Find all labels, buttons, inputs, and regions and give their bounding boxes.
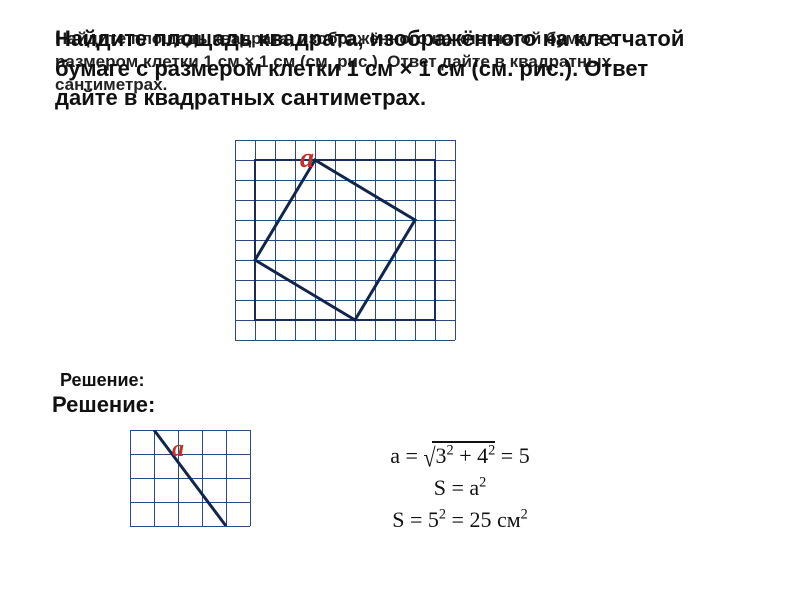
sqrt-radicand: 32 + 42 [436,443,496,468]
grid-line-h [130,526,250,527]
rotated-square [255,160,415,320]
grid-line-v [250,430,251,526]
formula-line1-prefix: a = [390,443,423,468]
solution-label-base: Решение: [60,370,145,391]
grid-line-v [455,140,456,340]
small-grid [130,430,250,526]
grid-line-h [235,340,455,341]
formula-line-3: S = 52 = 25 см2 [330,504,590,536]
formula-line-2: S = a2 [330,472,590,504]
sqrt-content: 32 + 42 [432,440,496,472]
side-label-a-small: а [172,436,184,463]
formula-block: a = √32 + 42 = 5 S = a2 S = 52 = 25 см2 [330,440,590,536]
sqrt-vinculum [432,441,496,443]
formula-line-1: a = √32 + 42 = 5 [330,440,590,472]
side-label-a-main: a [300,143,314,175]
main-grid [235,140,455,340]
problem-text-overlay: Найдите площадь квадрата, изображённого … [55,24,695,113]
hypotenuse-svg [130,430,250,526]
solution-label-overlay: Решение: [52,392,155,418]
rotated-square-svg [235,140,455,340]
hypotenuse-line [154,430,226,526]
formula-line1-suffix: = 5 [495,443,529,468]
